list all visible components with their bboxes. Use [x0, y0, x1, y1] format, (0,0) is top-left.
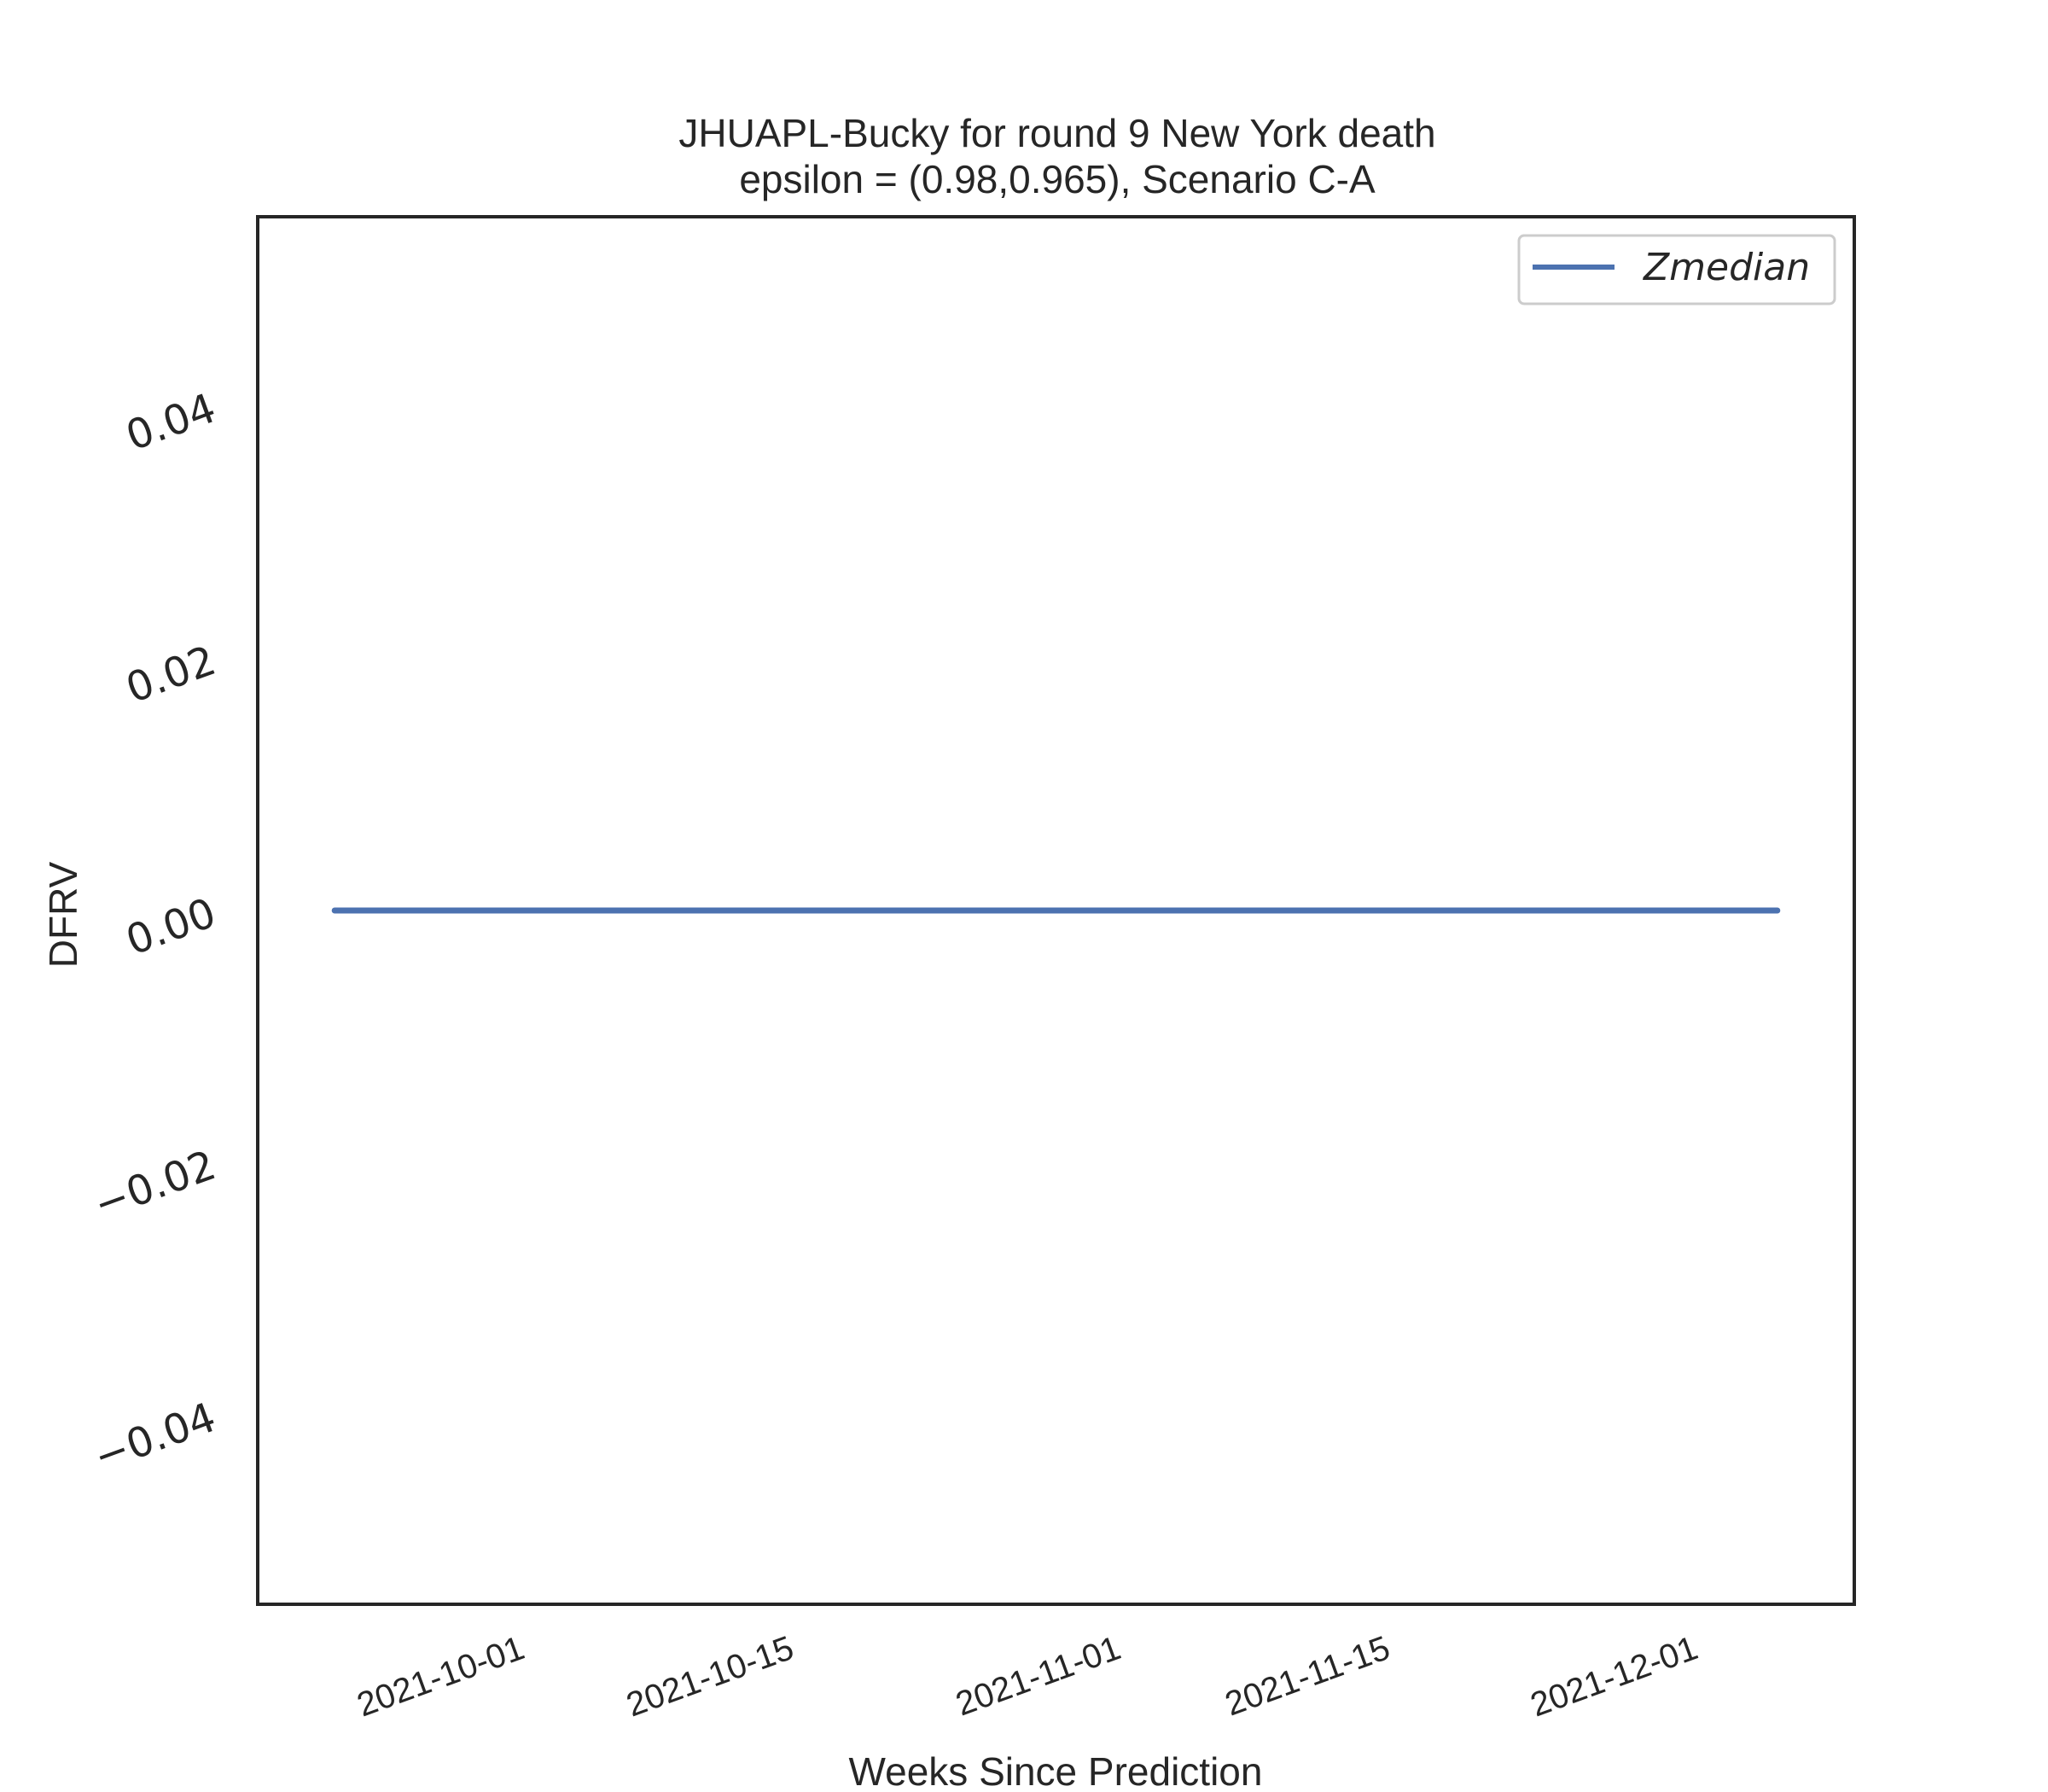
plot-area: Zmedian: [256, 215, 1856, 1606]
chart-title-line2: epsilon = (0.98,0.965), Scenario C-A: [739, 157, 1376, 201]
y-tick-label: −0.04: [88, 1393, 222, 1481]
y-tick-label: 0.00: [120, 889, 223, 965]
y-tick-label: 0.04: [120, 384, 223, 460]
x-tick-label: 2021-10-01: [352, 1629, 529, 1724]
y-axis-ticks: −0.04 −0.02 0.00 0.02 0.04: [88, 384, 222, 1481]
x-tick-label: 2021-11-15: [1220, 1629, 1395, 1723]
y-axis-label: DFRV: [41, 861, 85, 968]
legend-label-zmedian: Zmedian: [1643, 246, 1810, 289]
legend-frame: [1517, 234, 1836, 305]
y-tick-label: −0.02: [88, 1141, 222, 1229]
x-tick-label: 2021-12-01: [1526, 1629, 1702, 1724]
legend: Zmedian: [1517, 234, 1836, 305]
x-tick-label: 2021-10-15: [621, 1629, 798, 1724]
x-axis-ticks: 2021-10-01 2021-10-15 2021-11-01 2021-11-15…: [352, 1629, 1702, 1724]
x-tick-label: 2021-11-01: [951, 1629, 1126, 1723]
y-tick-label: 0.02: [120, 637, 223, 713]
x-axis-label: Weeks Since Prediction: [849, 1749, 1263, 1792]
chart-title-line1: JHUAPL-Bucky for round 9 New York death: [678, 111, 1435, 155]
